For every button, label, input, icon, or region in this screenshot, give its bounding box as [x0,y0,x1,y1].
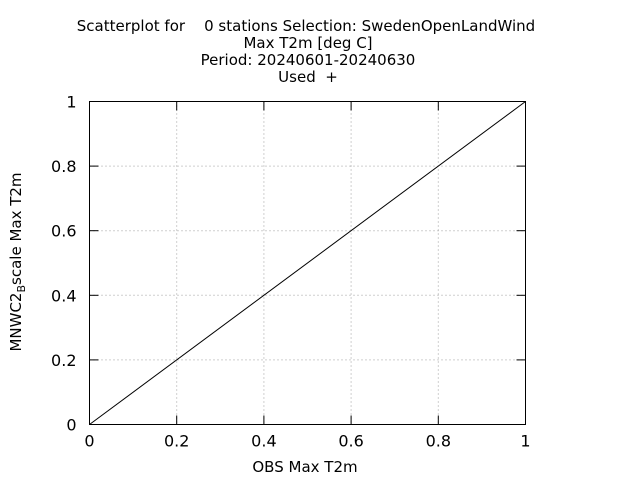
y-tick-label: 0.8 [51,157,76,176]
title-line-3: Period: 20240601-20240630 [201,51,416,69]
title-line-4: Used + [278,68,338,86]
reference-lines [89,101,526,425]
y-axis-label-part-1: MNWC2 [7,293,25,352]
y-axis-label-subscript: B [15,285,28,293]
title-line-2: Max T2m [deg C] [243,34,372,52]
diagonal-reference-line [89,101,526,425]
x-tick-label: 0 [84,432,94,451]
y-axis-label-part-2: scale Max T2m [7,172,25,285]
x-tick-label: 1 [520,432,530,451]
x-tick-label: 0.6 [338,432,363,451]
y-tick-labels: 0 0.2 0.4 0.6 0.8 1 [51,93,76,435]
y-tick-label: 1 [66,93,76,112]
title-line-1: Scatterplot for 0 stations Selection: Sw… [77,17,535,35]
y-tick-label: 0.6 [51,222,76,241]
y-axis-label: MNWC2Bscale Max T2m [7,172,28,351]
x-tick-label: 0.2 [164,432,189,451]
y-tick-label: 0.4 [51,286,76,305]
x-tick-label: 0.8 [426,432,451,451]
plot-area-frame [89,101,526,425]
x-tick-label: 0.4 [251,432,276,451]
x-axis-label: OBS Max T2m [252,458,357,476]
y-tick-label: 0 [66,416,76,435]
y-tick-label: 0.2 [51,351,76,370]
x-tick-labels: 0 0.2 0.4 0.6 0.8 1 [84,432,530,451]
chart-title: Scatterplot for 0 stations Selection: Sw… [77,17,535,86]
grid-lines [89,101,526,425]
